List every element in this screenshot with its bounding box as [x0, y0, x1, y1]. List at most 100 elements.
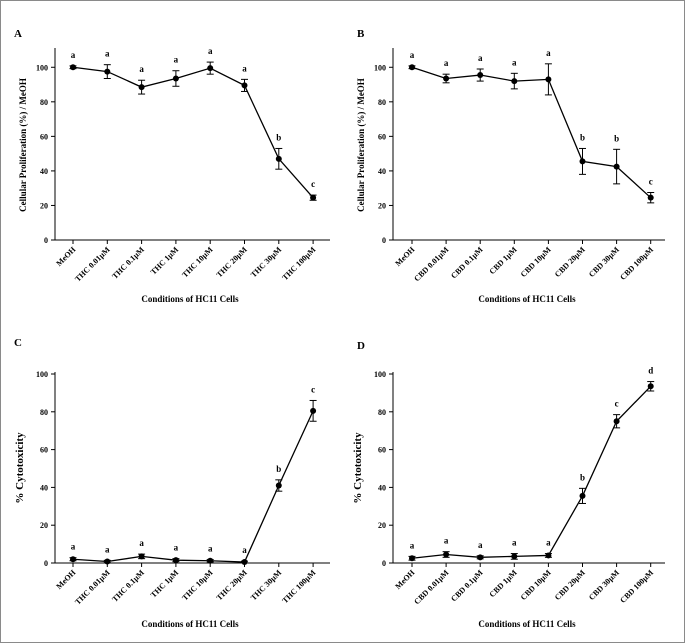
- data-point: [207, 65, 214, 72]
- significance-label: b: [580, 132, 585, 142]
- significance-label: a: [512, 57, 517, 67]
- significance-label: a: [208, 544, 213, 554]
- x-tick-label: THC 30µM: [249, 568, 284, 603]
- significance-label: a: [71, 50, 76, 60]
- y-tick-label: 40: [40, 167, 48, 176]
- x-tick-label: CBD 30µM: [587, 568, 621, 602]
- x-axis-title: Conditions of HC11 Cells: [478, 294, 576, 304]
- y-tick-label: 20: [40, 201, 48, 210]
- significance-label: a: [512, 538, 517, 548]
- significance-label: a: [174, 543, 179, 553]
- data-point: [613, 163, 620, 170]
- data-point: [647, 383, 654, 390]
- significance-label: c: [311, 384, 315, 394]
- significance-label: a: [478, 540, 483, 550]
- data-point: [138, 553, 145, 560]
- x-tick-label: CBD 30µM: [587, 245, 621, 279]
- y-tick-label: 40: [40, 483, 48, 492]
- significance-label: b: [276, 132, 281, 142]
- significance-label: a: [174, 55, 179, 65]
- data-point: [241, 82, 248, 89]
- y-tick-label: 100: [374, 370, 386, 379]
- data-point: [545, 76, 552, 83]
- significance-label: a: [139, 538, 144, 548]
- data-point: [70, 556, 76, 563]
- x-tick-label: CBD 20µM: [553, 245, 587, 279]
- x-tick-label: THC 10µM: [180, 245, 215, 280]
- data-point: [310, 194, 317, 201]
- x-tick-label: CBD 10µM: [519, 245, 553, 279]
- significance-label: a: [546, 48, 551, 58]
- data-point: [275, 155, 282, 162]
- x-tick-label: CBD 100µM: [618, 245, 655, 282]
- data-point: [138, 84, 145, 91]
- y-tick-label: 100: [36, 370, 48, 379]
- x-tick-label: THC 0.1µM: [110, 568, 146, 604]
- y-tick-label: 0: [44, 559, 48, 568]
- y-tick-label: 20: [378, 201, 386, 210]
- data-point: [409, 555, 415, 562]
- data-point: [443, 551, 450, 558]
- x-tick-label: THC 0.01µM: [73, 245, 112, 284]
- data-point: [104, 558, 111, 565]
- data-point: [172, 557, 179, 564]
- x-tick-label: THC 1µM: [149, 245, 181, 277]
- data-point: [275, 482, 282, 489]
- y-tick-label: 20: [378, 521, 386, 530]
- y-tick-label: 0: [382, 236, 386, 245]
- significance-label: a: [105, 49, 110, 59]
- data-point: [613, 418, 620, 425]
- significance-label: b: [276, 464, 281, 474]
- data-point: [647, 194, 654, 201]
- significance-label: a: [139, 64, 144, 74]
- x-tick-label: THC 100µM: [280, 568, 317, 605]
- x-tick-label: THC 1µM: [149, 568, 181, 600]
- y-tick-label: 40: [378, 167, 386, 176]
- data-point: [545, 552, 552, 559]
- data-point: [579, 492, 586, 499]
- x-tick-label: MeOH: [393, 245, 417, 269]
- x-tick-label: CBD 1µM: [488, 568, 519, 599]
- x-tick-label: CBD 0.1µM: [449, 245, 485, 281]
- x-tick-label: CBD 1µM: [488, 245, 519, 276]
- significance-label: a: [105, 544, 110, 554]
- data-point: [443, 75, 450, 82]
- y-tick-label: 60: [40, 132, 48, 141]
- panel-letter: D: [357, 340, 365, 352]
- y-tick-label: 0: [382, 559, 386, 568]
- y-axis-title: Cellular Proliferation (%) / MeOH: [18, 78, 28, 212]
- y-tick-label: 80: [378, 98, 386, 107]
- series-line: [411, 66, 652, 199]
- data-point: [241, 559, 248, 566]
- data-point: [104, 68, 111, 75]
- y-tick-label: 100: [374, 63, 386, 72]
- y-tick-label: 60: [40, 446, 48, 455]
- x-tick-label: CBD 0.1µM: [449, 568, 485, 604]
- significance-label: c: [649, 177, 653, 187]
- x-tick-label: THC 100µM: [280, 245, 317, 282]
- series-line: [72, 66, 314, 199]
- data-point: [511, 78, 518, 85]
- significance-label: a: [410, 540, 415, 550]
- x-axis-title: Conditions of HC11 Cells: [141, 294, 239, 304]
- significance-label: a: [478, 53, 483, 63]
- series-line: [72, 410, 314, 563]
- significance-label: a: [546, 538, 551, 548]
- y-tick-label: 80: [378, 408, 386, 417]
- x-tick-label: CBD 0.01µM: [412, 245, 451, 284]
- series-line: [411, 385, 652, 559]
- data-point: [511, 553, 518, 560]
- significance-label: a: [71, 542, 76, 552]
- panel-letter: B: [357, 28, 365, 40]
- significance-label: b: [580, 472, 585, 482]
- x-tick-label: THC 20µM: [215, 568, 250, 603]
- panel-letter: C: [14, 337, 22, 349]
- data-point: [70, 64, 76, 71]
- significance-label: a: [242, 63, 247, 73]
- y-tick-label: 100: [36, 63, 48, 72]
- y-tick-label: 80: [40, 408, 48, 417]
